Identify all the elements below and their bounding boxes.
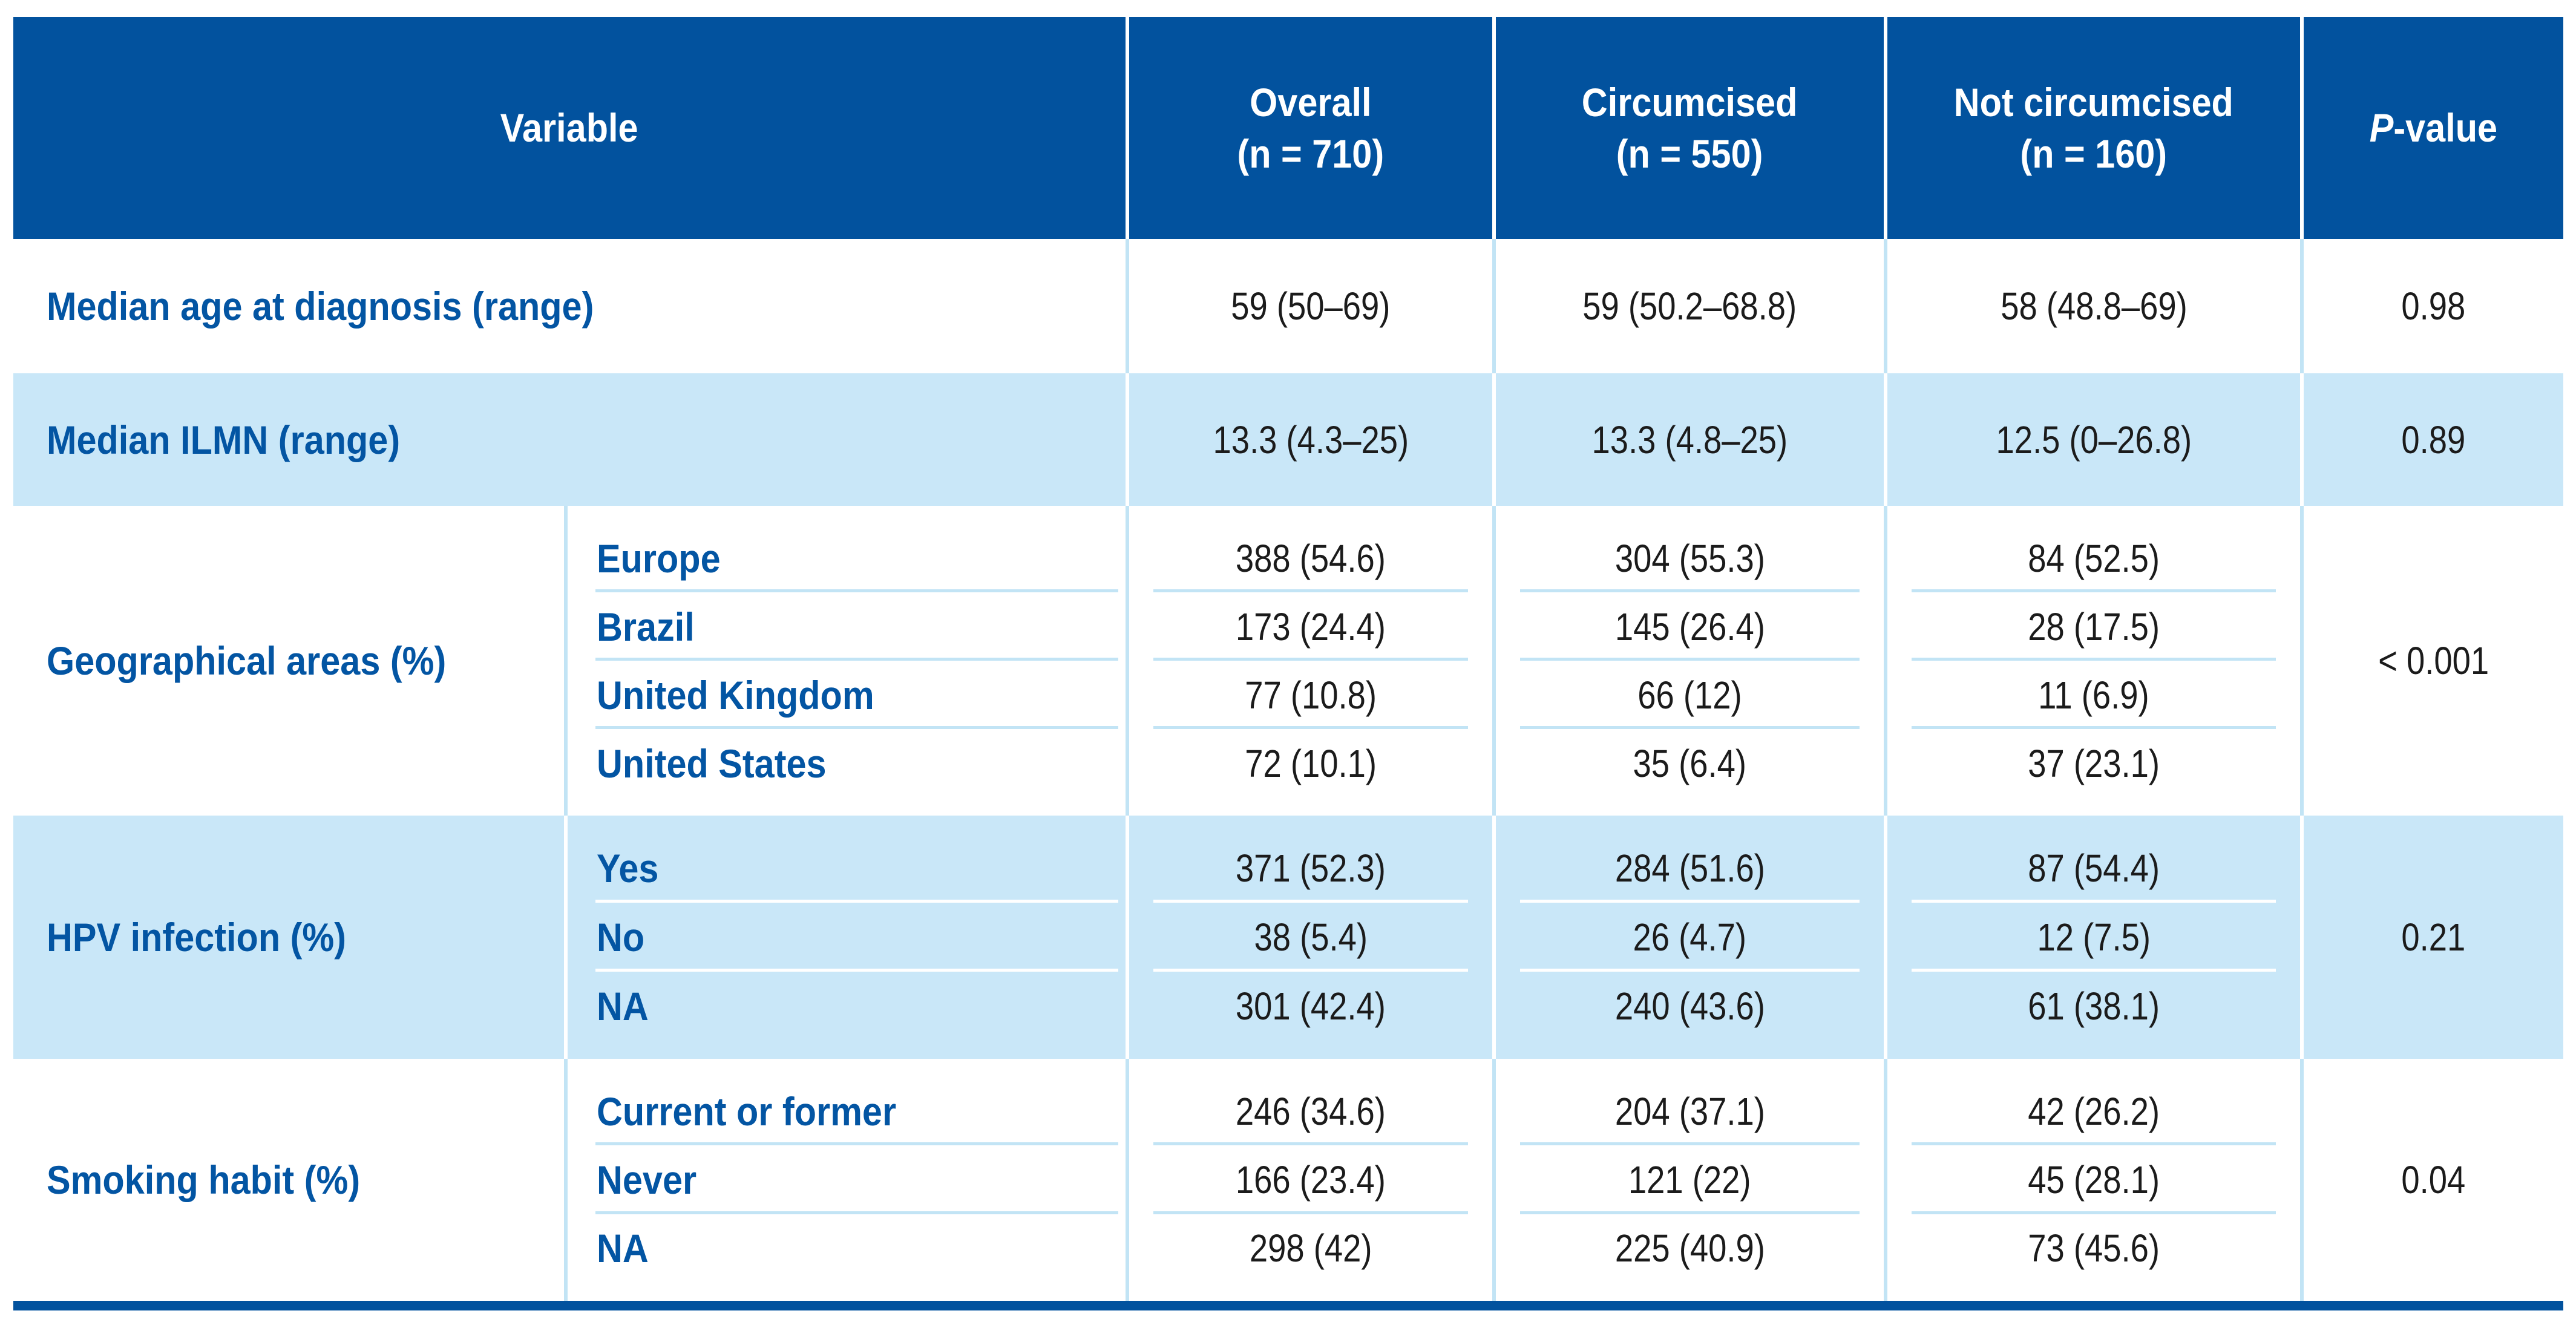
header-row: Variable Overall (n = 710) Circumcised (n …: [13, 17, 2563, 239]
cell-median-ilmn-label: Median ILMN (range): [13, 373, 1126, 506]
sublabel-never: Never: [568, 1145, 1126, 1214]
row-geographical-areas: Geographical areas (%) Europe Brazil Uni…: [13, 506, 2563, 816]
cell-median-ilmn-circumcised: 13.3 (4.8–25): [1496, 373, 1884, 506]
sublabel-europe: Europe: [568, 524, 1126, 592]
row-smoking-habit: Smoking habit (%) Current or former Neve…: [13, 1059, 2563, 1301]
header-pvalue-italic-p: P: [2369, 105, 2394, 151]
cell-smoking-not-circumcised: 42 (26.2) 45 (28.1) 73 (45.6): [1887, 1059, 2300, 1301]
cell-median-age-overall: 59 (50–69): [1129, 239, 1492, 373]
cell-smoking-pvalue: 0.04: [2304, 1059, 2563, 1301]
cell-geo-not-circumcised: 84 (52.5) 28 (17.5) 11 (6.9) 37 (23.1): [1887, 506, 2300, 816]
cell-smoking-circumcised: 204 (37.1) 121 (22) 225 (40.9): [1496, 1059, 1884, 1301]
cell-median-age-circumcised: 59 (50.2–68.8): [1496, 239, 1884, 373]
header-circumcised-line2: (n = 550): [1616, 131, 1763, 176]
sublabel-yes: Yes: [568, 834, 1126, 903]
cell-smoking-label: Smoking habit (%): [13, 1059, 564, 1301]
row-median-age: Median age at diagnosis (range) 59 (50–6…: [13, 239, 2563, 373]
sublabel-brazil: Brazil: [568, 592, 1126, 661]
cell-median-age-pvalue: 0.98: [2304, 239, 2563, 373]
header-cell-variable: Variable: [13, 17, 1126, 239]
sublabel-no: No: [568, 903, 1126, 972]
cell-geo-sublabels: Europe Brazil United Kingdom United Stat…: [568, 506, 1126, 816]
row-label: Geographical areas (%): [47, 638, 447, 683]
row-label: HPV infection (%): [47, 915, 347, 960]
row-median-ilmn: Median ILMN (range) 13.3 (4.3–25) 13.3 (…: [13, 373, 2563, 506]
sublabel-united-kingdom: United Kingdom: [568, 661, 1126, 729]
cell-smoking-sublabels: Current or former Never NA: [568, 1059, 1126, 1301]
cell-geo-overall: 388 (54.6) 173 (24.4) 77 (10.8) 72 (10.1…: [1129, 506, 1492, 816]
header-circumcised-line1: Circumcised: [1582, 80, 1798, 125]
row-label: Median ILMN (range): [47, 417, 401, 462]
header-pvalue-rest: -value: [2393, 105, 2498, 151]
row-hpv-infection: HPV infection (%) Yes No NA 371 (52.3) 3…: [13, 816, 2563, 1059]
cell-median-ilmn-not-circumcised: 12.5 (0–26.8): [1887, 373, 2300, 506]
header-overall-line2: (n = 710): [1237, 131, 1385, 176]
cell-hpv-label: HPV infection (%): [13, 816, 564, 1059]
table-bottom-rule: [13, 1301, 2563, 1310]
cell-hpv-pvalue: 0.21: [2304, 816, 2563, 1059]
header-cell-pvalue: P-value: [2304, 17, 2563, 239]
header-cell-circumcised: Circumcised (n = 550): [1496, 17, 1884, 239]
cell-median-ilmn-overall: 13.3 (4.3–25): [1129, 373, 1492, 506]
row-label: Median age at diagnosis (range): [47, 284, 594, 329]
cell-median-ilmn-pvalue: 0.89: [2304, 373, 2563, 506]
characteristics-table: Variable Overall (n = 710) Circumcised (n …: [13, 17, 2563, 1310]
sublabel-united-states: United States: [597, 741, 827, 786]
cell-hpv-sublabels: Yes No NA: [568, 816, 1126, 1059]
header-overall-line1: Overall: [1250, 80, 1372, 125]
cell-hpv-overall: 371 (52.3) 38 (5.4) 301 (42.4): [1129, 816, 1492, 1059]
cell-hpv-not-circumcised: 87 (54.4) 12 (7.5) 61 (38.1): [1887, 816, 2300, 1059]
cell-smoking-overall: 246 (34.6) 166 (23.4) 298 (42): [1129, 1059, 1492, 1301]
sublabel-current-or-former: Current or former: [568, 1077, 1126, 1146]
header-not-circumcised-line1: Not circumcised: [1953, 80, 2234, 125]
sublabel-na: NA: [597, 984, 649, 1029]
cell-median-age-label: Median age at diagnosis (range): [13, 239, 1126, 373]
cell-geo-pvalue: < 0.001: [2304, 506, 2563, 816]
cell-hpv-circumcised: 284 (51.6) 26 (4.7) 240 (43.6): [1496, 816, 1884, 1059]
cell-geo-label: Geographical areas (%): [13, 506, 564, 816]
header-cell-not-circumcised: Not circumcised (n = 160): [1887, 17, 2300, 239]
row-label: Smoking habit (%): [47, 1157, 361, 1202]
header-cell-overall: Overall (n = 710): [1129, 17, 1492, 239]
header-variable-label: Variable: [500, 105, 638, 151]
cell-geo-circumcised: 304 (55.3) 145 (26.4) 66 (12) 35 (6.4): [1496, 506, 1884, 816]
sublabel-na: NA: [597, 1226, 649, 1271]
header-not-circumcised-line2: (n = 160): [2020, 131, 2168, 176]
cell-median-age-not-circumcised: 58 (48.8–69): [1887, 239, 2300, 373]
